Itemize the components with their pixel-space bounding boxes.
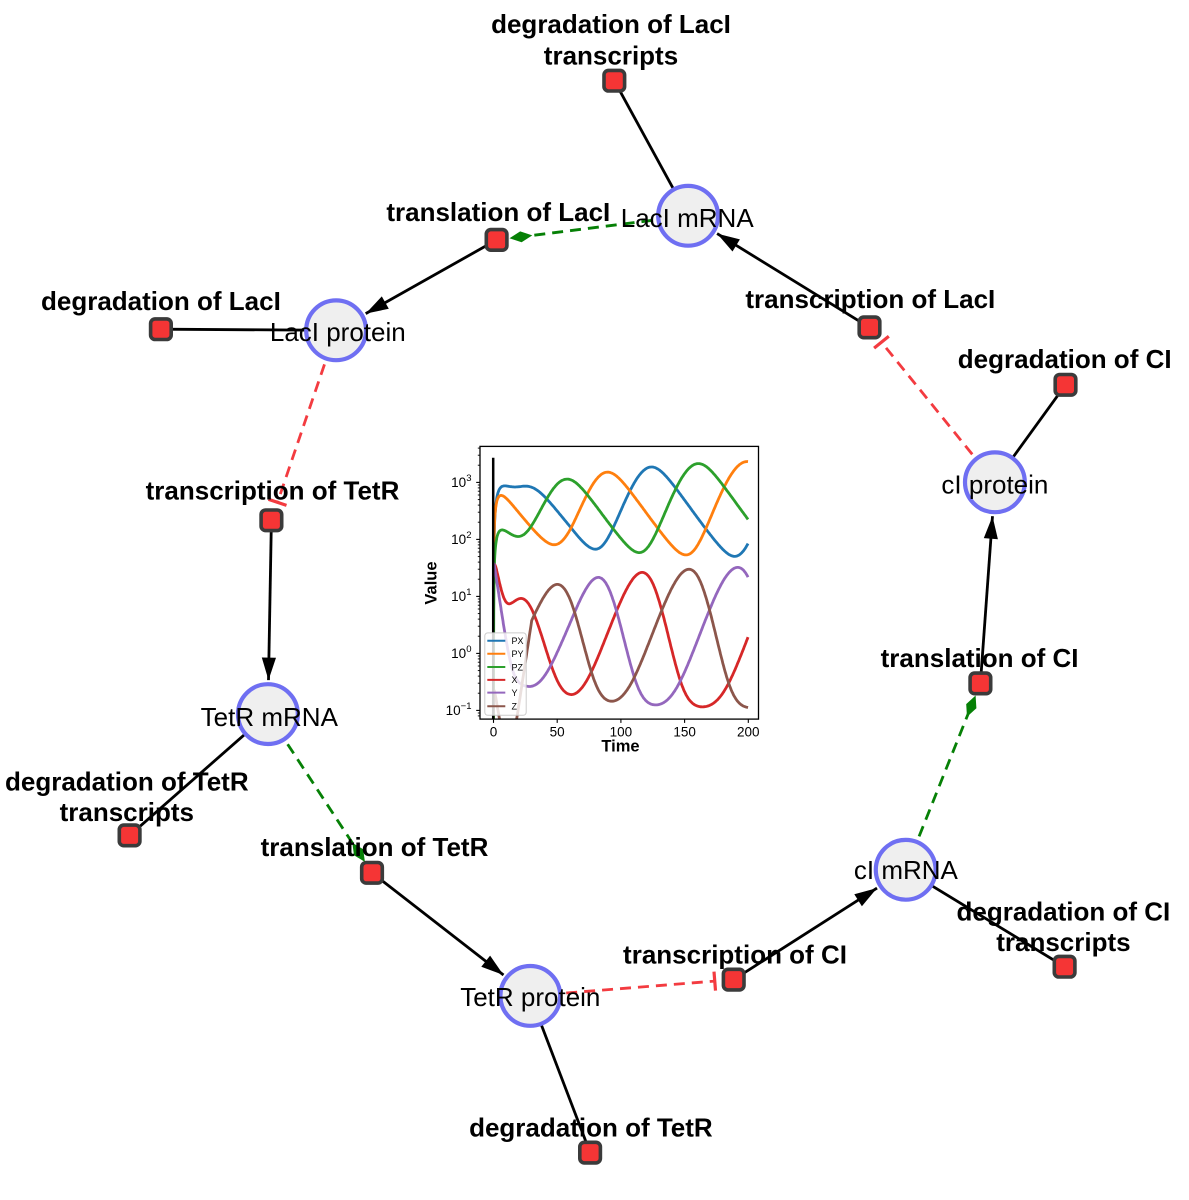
svg-text:translation of LacI: translation of LacI	[386, 197, 610, 227]
svg-text:0: 0	[490, 725, 498, 740]
svg-text:transcription of TetR: transcription of TetR	[146, 476, 400, 506]
svg-text:transcripts: transcripts	[60, 797, 194, 827]
svg-text:degradation of CI: degradation of CI	[958, 344, 1172, 374]
svg-text:PZ: PZ	[512, 662, 524, 672]
svg-text:cI protein: cI protein	[941, 470, 1048, 500]
svg-text:200: 200	[737, 725, 760, 740]
svg-text:100: 100	[610, 725, 633, 740]
svg-text:102: 102	[451, 530, 471, 547]
svg-text:translation of CI: translation of CI	[881, 643, 1079, 673]
svg-text:PY: PY	[512, 649, 524, 659]
svg-text:103: 103	[451, 473, 471, 490]
svg-text:Value: Value	[423, 561, 441, 604]
svg-text:degradation of CI: degradation of CI	[957, 897, 1171, 927]
svg-text:Time: Time	[601, 738, 639, 756]
svg-text:PX: PX	[512, 636, 524, 646]
svg-text:degradation of LacI: degradation of LacI	[491, 9, 731, 39]
svg-text:translation of TetR: translation of TetR	[261, 832, 489, 862]
svg-text:101: 101	[451, 587, 471, 604]
svg-text:LacI mRNA: LacI mRNA	[621, 203, 755, 233]
svg-text:TetR mRNA: TetR mRNA	[201, 702, 339, 732]
svg-text:transcripts: transcripts	[996, 927, 1130, 957]
svg-text:cI mRNA: cI mRNA	[854, 855, 959, 885]
svg-text:150: 150	[673, 725, 696, 740]
svg-text:10−1: 10−1	[446, 701, 472, 718]
svg-text:100: 100	[451, 644, 471, 661]
svg-text:degradation of LacI: degradation of LacI	[41, 286, 281, 316]
svg-text:Y: Y	[512, 688, 518, 698]
svg-text:X: X	[512, 675, 518, 685]
svg-text:transcription of CI: transcription of CI	[623, 940, 847, 970]
svg-text:50: 50	[550, 725, 565, 740]
svg-text:degradation of TetR: degradation of TetR	[5, 767, 249, 797]
svg-text:Z: Z	[512, 702, 518, 712]
svg-text:TetR protein: TetR protein	[460, 982, 600, 1012]
svg-text:transcripts: transcripts	[544, 40, 678, 70]
svg-text:degradation of TetR: degradation of TetR	[469, 1113, 713, 1143]
svg-text:transcription of LacI: transcription of LacI	[745, 284, 995, 314]
svg-text:LacI protein: LacI protein	[270, 317, 406, 347]
